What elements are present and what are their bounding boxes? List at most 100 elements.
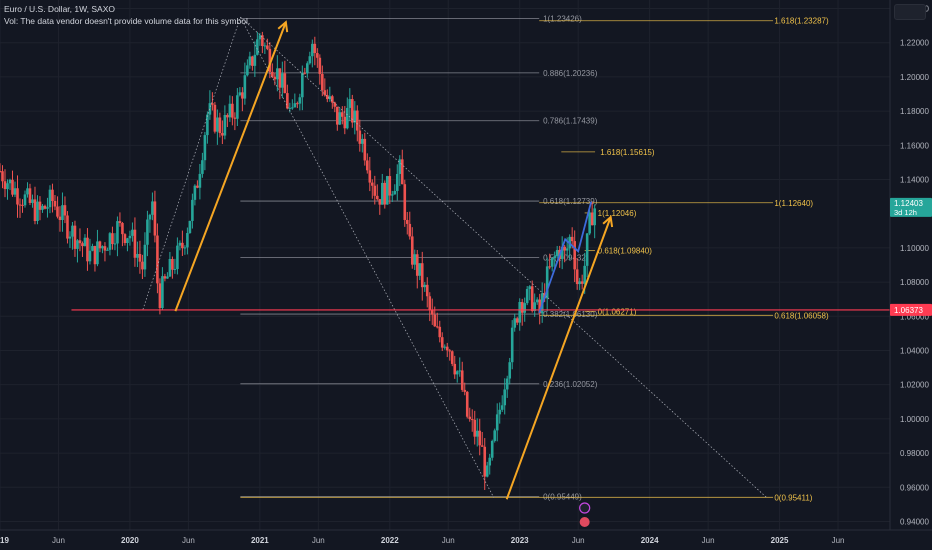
candle-body: [23, 194, 27, 206]
dotted-trend-line: [142, 16, 241, 310]
candle-body: [131, 229, 134, 236]
candle-body: [203, 135, 207, 161]
candle-body: [515, 318, 519, 323]
candle-body: [73, 225, 77, 249]
candle-body: [500, 405, 504, 410]
candle-body: [251, 56, 254, 66]
candle-body: [78, 240, 82, 244]
x-tick-label: Jun: [182, 536, 195, 545]
candle-body: [328, 96, 332, 100]
candle-body: [570, 236, 574, 242]
candle-body: [13, 188, 17, 195]
candle-body: [553, 256, 556, 259]
x-tick-label: 2024: [641, 536, 659, 545]
candle-body: [468, 416, 472, 420]
y-tick-label: 1.10000: [900, 244, 929, 253]
candle-body: [8, 179, 12, 184]
fib-level-label: 0.618(1.12739): [543, 197, 598, 206]
candle-body: [363, 138, 367, 161]
candle-body: [341, 112, 344, 117]
candle-body: [163, 276, 167, 279]
candle-body: [181, 242, 184, 249]
candle-body: [583, 265, 586, 284]
candle-body: [171, 259, 174, 270]
candle-body: [216, 117, 219, 132]
volume-note: Vol: The data vendor doesn't provide vol…: [4, 16, 251, 26]
x-tick-label: 2019: [0, 536, 9, 545]
candle-body: [438, 326, 442, 338]
candle-body: [268, 48, 272, 72]
candle-body: [0, 170, 2, 172]
candle-body: [58, 216, 62, 220]
candle-body: [36, 201, 39, 222]
candle-body: [288, 107, 292, 109]
candle-body: [156, 235, 159, 284]
candle-body: [246, 65, 249, 76]
candle-body: [283, 73, 287, 94]
candle-body: [243, 75, 247, 99]
candle-body: [463, 389, 467, 392]
candle-body: [580, 281, 584, 284]
candle-body: [535, 299, 539, 303]
lightning-icon: [579, 502, 591, 514]
candle-body: [176, 245, 179, 270]
candle-body: [226, 115, 229, 118]
candle-body: [548, 266, 551, 268]
candle-body: [483, 446, 487, 477]
x-tick-label: 2020: [121, 536, 139, 545]
x-tick-label: 2025: [771, 536, 789, 545]
candle-body: [585, 233, 589, 266]
candle-body: [86, 237, 89, 262]
candle-body: [93, 246, 97, 265]
candlesticks: [0, 31, 596, 490]
candle-body: [213, 104, 217, 132]
candle-body: [136, 253, 139, 258]
candle-body: [308, 56, 312, 64]
candle-body: [48, 189, 52, 208]
y-tick-label: 1.06000: [900, 312, 929, 321]
candle-body: [196, 185, 199, 188]
candle-body: [470, 419, 474, 421]
corner-button[interactable]: [894, 4, 926, 20]
candle-body: [525, 288, 529, 304]
x-tick-label: Jun: [312, 536, 325, 545]
candle-body: [96, 241, 99, 265]
y-tick-label: 1.00000: [900, 415, 929, 424]
candle-body: [505, 378, 509, 390]
candle-body: [41, 205, 44, 210]
candle-body: [231, 103, 234, 118]
candle-body: [383, 182, 387, 205]
candle-body: [365, 160, 369, 171]
y-tick-label: 0.96000: [900, 483, 929, 492]
candle-body: [448, 350, 452, 352]
fib-level-label: 0.382(1.06130): [543, 310, 598, 319]
candle-body: [473, 419, 477, 437]
candle-body: [186, 233, 189, 248]
candle-body: [513, 318, 517, 328]
candle-body: [533, 302, 536, 311]
candle-body: [485, 465, 489, 477]
candle-body: [128, 235, 132, 239]
candle-body: [108, 233, 112, 250]
candle-body: [16, 188, 19, 205]
candle-body: [323, 90, 327, 96]
candle-body: [460, 370, 464, 390]
candle-body: [575, 269, 579, 285]
candle-body: [425, 284, 429, 297]
candle-body: [81, 243, 84, 247]
y-tick-label: 0.98000: [900, 449, 929, 458]
candle-body: [321, 73, 324, 91]
flag-icon: [579, 517, 590, 527]
candle-body: [221, 133, 224, 136]
candle-body: [46, 207, 49, 209]
price-tag-label: 1.12403: [894, 199, 923, 208]
fib-level-label: 0.786(1.17439): [543, 117, 598, 126]
candle-body: [191, 199, 194, 221]
fib-level-label: 1(1.12046): [598, 209, 637, 218]
candle-body: [273, 76, 277, 80]
candle-body: [403, 184, 407, 220]
candle-body: [168, 259, 172, 277]
candle-body: [455, 371, 459, 375]
